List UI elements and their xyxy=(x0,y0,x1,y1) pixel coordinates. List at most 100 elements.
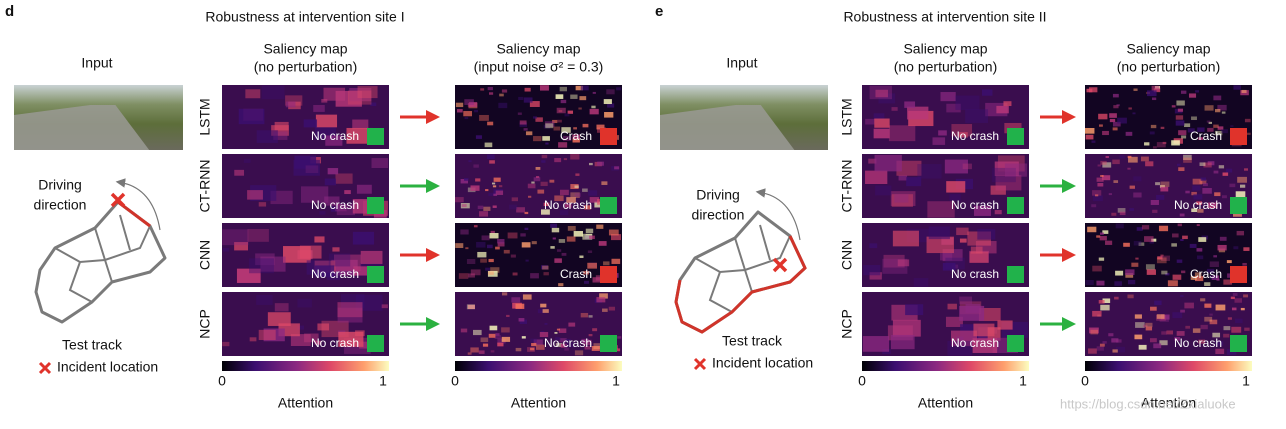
crash-indicator xyxy=(600,197,617,214)
saliency-pixel xyxy=(568,322,576,327)
saliency-pixel xyxy=(519,319,528,324)
saliency-pixel xyxy=(370,102,377,107)
saliency-pixel xyxy=(1243,247,1250,251)
saliency-pixel xyxy=(1198,237,1207,242)
crash-label: No crash xyxy=(951,336,999,350)
saliency-pixel xyxy=(977,228,996,240)
saliency-pixel xyxy=(541,265,549,270)
saliency-pixel xyxy=(473,164,479,168)
saliency-pixel xyxy=(1209,319,1218,325)
saliency-pixel xyxy=(1246,132,1251,135)
saliency-pixel xyxy=(527,195,532,198)
saliency-pixel xyxy=(516,207,525,213)
saliency-pixel xyxy=(969,251,989,263)
saliency-pixel xyxy=(575,173,580,176)
saliency-pixel xyxy=(1219,236,1227,241)
saliency-pixel xyxy=(337,302,363,318)
saliency-pixel xyxy=(596,124,605,130)
saliency-pixel xyxy=(520,233,526,237)
saliency-pixel xyxy=(959,238,967,243)
saliency-pixel xyxy=(1166,330,1174,335)
saliency-pixel xyxy=(570,192,580,198)
saliency-pixel xyxy=(1147,90,1157,97)
arrow-head xyxy=(1062,248,1076,262)
saliency-pixel xyxy=(564,342,574,348)
saliency-pixel xyxy=(959,305,985,321)
saliency-pixel xyxy=(480,337,489,343)
saliency-pixel xyxy=(1231,326,1242,333)
saliency-pixel xyxy=(313,105,325,112)
saliency-pixel xyxy=(523,97,533,103)
saliency-pixel xyxy=(477,251,487,258)
saliency-pixel xyxy=(1151,85,1160,91)
saliency-pixel xyxy=(865,170,888,185)
incident-marker xyxy=(772,257,788,273)
saliency-pixel xyxy=(501,336,511,342)
saliency-pixel xyxy=(1109,113,1117,118)
saliency-pixel xyxy=(1102,130,1109,136)
track-diagram xyxy=(674,188,807,334)
saliency-pixel xyxy=(1134,314,1142,319)
saliency-pixel xyxy=(518,318,525,322)
crash-label: No crash xyxy=(544,198,592,212)
saliency-pixel xyxy=(878,93,896,104)
saliency-pixel xyxy=(1196,201,1203,205)
saliency-pixel xyxy=(869,272,882,280)
saliency-pixel xyxy=(1152,97,1157,101)
saliency-pixel xyxy=(533,177,541,182)
saliency-pixel xyxy=(1214,192,1221,197)
saliency-pixel xyxy=(256,294,273,305)
saliency-pixel xyxy=(261,85,285,100)
saliency-pixel xyxy=(488,271,494,275)
saliency-pixel xyxy=(1117,208,1126,213)
colorbar-min: 0 xyxy=(451,373,459,389)
saliency-pixel xyxy=(1198,339,1206,344)
saliency-pixel xyxy=(896,160,922,176)
saliency-pixel xyxy=(1217,126,1224,130)
test-track-label: Test track xyxy=(722,333,783,349)
saliency-pixel xyxy=(1113,180,1119,183)
saliency-pixel xyxy=(300,186,329,203)
saliency-pixel xyxy=(1113,105,1119,109)
saliency-pixel xyxy=(531,343,537,347)
saliency-pixel xyxy=(865,118,875,125)
saliency-pixel xyxy=(1191,208,1198,213)
saliency-pixel xyxy=(559,210,569,216)
saliency-pixel xyxy=(325,135,343,146)
saliency-pixel xyxy=(1244,327,1250,331)
saliency-pixel xyxy=(1151,238,1157,242)
saliency-pixel xyxy=(222,229,249,246)
saliency-pixel xyxy=(468,160,472,163)
saliency-pixel xyxy=(1189,243,1197,248)
saliency-pixel xyxy=(1102,230,1109,234)
saliency-pixel xyxy=(543,202,550,207)
saliency-pixel xyxy=(474,109,479,113)
saliency-pixel xyxy=(335,204,347,212)
saliency-pixel xyxy=(582,188,588,192)
saliency-pixel xyxy=(1141,225,1150,230)
saliency-pixel xyxy=(498,185,503,188)
incident-legend-label: Incident location xyxy=(57,359,158,375)
saliency-pixel xyxy=(258,329,276,341)
saliency-pixel xyxy=(1004,163,1027,177)
saliency-pixel xyxy=(1172,274,1182,280)
saliency-pixel xyxy=(1229,183,1236,188)
saliency-pixel xyxy=(1129,185,1135,189)
saliency-pixel xyxy=(1127,155,1132,159)
saliency-pixel xyxy=(1222,172,1229,176)
saliency-pixel xyxy=(497,342,504,347)
saliency-pixel xyxy=(1215,130,1223,136)
saliency-pixel xyxy=(1099,343,1105,347)
saliency-pixel xyxy=(994,210,1002,215)
saliency-pixel xyxy=(319,211,326,215)
crash-label: No crash xyxy=(951,267,999,281)
saliency-pixel xyxy=(1221,195,1227,199)
saliency-pixel xyxy=(535,166,541,170)
saliency-pixel xyxy=(247,190,263,200)
row-label: CNN xyxy=(197,240,213,270)
saliency-pixel xyxy=(1127,294,1134,299)
saliency-pixel xyxy=(271,125,289,136)
saliency-pixel xyxy=(349,87,372,102)
saliency-pixel xyxy=(897,259,910,267)
